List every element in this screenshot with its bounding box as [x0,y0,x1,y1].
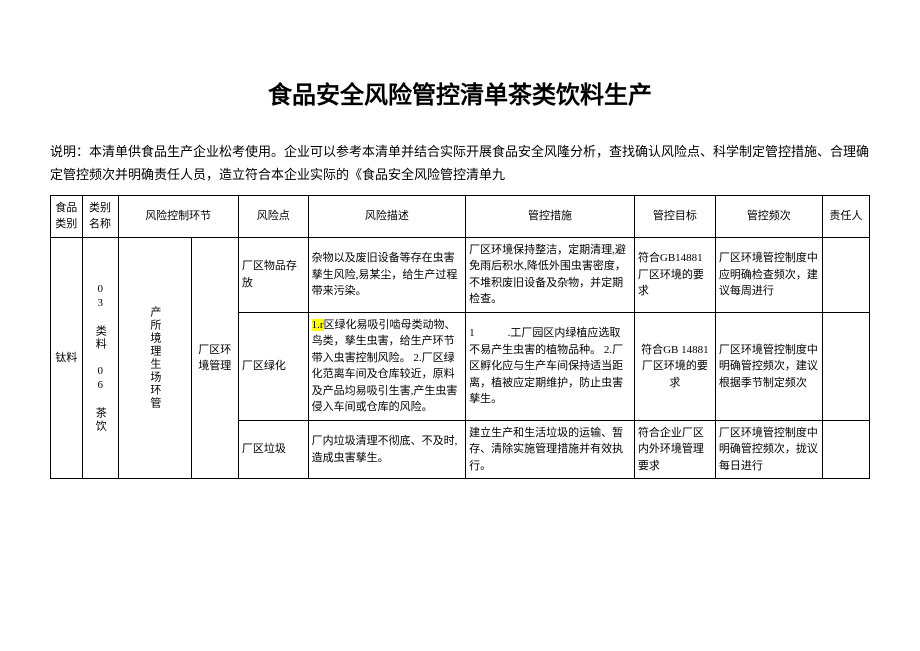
cell-risk-point: 厂区垃圾 [238,420,308,479]
description-text: 说明：本清单供食品生产企业松考使用。企业可以参考本清单并结合实际开展食品安全风隆… [50,140,870,187]
cell-risk-desc: 厂内垃圾清理不彻底、不及时,造成虫害孳生。 [308,420,466,479]
cell-responsible [822,312,869,420]
header-responsible: 责任人 [822,195,869,237]
header-food-category: 食品类别 [51,195,83,237]
cell-responsible [822,237,869,312]
cell-control-measure: 建立生产和生活垃圾的运输、暂存、清除实施管理措施并有效执行。 [466,420,635,479]
cell-control-freq: 厂区环境管控制度中明确管控频次，拢议每日进行 [715,420,822,479]
cell-risk-desc: 杂物以及废旧设备等存在虫害孳生风险,易某尘，给生产过程带来污染。 [308,237,466,312]
cell-control-target: 符合GB 14881厂区环境的要求 [634,312,715,420]
cell-control-target: 符合GB14881厂区环境的要求 [634,237,715,312]
highlight-text: 1.r [312,319,324,331]
cell-control-measure: 1 .工厂园区内绿植应选取不易产生虫害的植物品种。 2.厂区孵化应与生产车间保持… [466,312,635,420]
cell-risk-desc: 1.r区绿化易吸引啮母类动物、鸟类，孳生虫害，给生产环节带入虫害控制风险。 2.… [308,312,466,420]
cell-control-measure: 厂区环境保持整洁，定期清理,避免雨后积水,降低外围虫害密度，不堆积废旧设备及杂物… [466,237,635,312]
header-control-measure: 管控措施 [466,195,635,237]
cell-control-link-2: 厂区环境管理 [191,237,238,479]
cell-category-name: 03 类料 06 茶饮 [82,237,118,479]
cell-control-freq: 厂区环境管控制度中应明确检查频次，建议每周进行 [715,237,822,312]
table-row: 钛料 03 类料 06 茶饮 产所境理生场环管 厂区环境管理 厂区物品存放 杂物… [51,237,870,312]
cell-control-link-1: 产所境理生场环管 [118,237,191,479]
cell-risk-point: 厂区物品存放 [238,237,308,312]
header-category-name: 类别名称 [82,195,118,237]
cell-responsible [822,420,869,479]
header-control-freq: 管控频次 [715,195,822,237]
page-title: 食品安全风险管控清单茶类饮料生产 [50,75,870,110]
header-risk-point: 风险点 [238,195,308,237]
risk-control-table: 食品类别 类别名称 风险控制环节 风险点 风险描述 管控措施 管控目标 管控频次… [50,195,870,480]
cell-control-target: 符合企业厂区内外环境管理要求 [634,420,715,479]
risk-desc-text: 区绿化易吸引啮母类动物、鸟类，孳生虫害，给生产环节带入虫害控制风险。 2.厂区绿… [312,319,458,414]
header-risk-desc: 风险描述 [308,195,466,237]
cell-risk-point: 厂区绿化 [238,312,308,420]
table-header-row: 食品类别 类别名称 风险控制环节 风险点 风险描述 管控措施 管控目标 管控频次… [51,195,870,237]
header-risk-control-link: 风险控制环节 [118,195,238,237]
header-control-target: 管控目标 [634,195,715,237]
cell-food-category: 钛料 [51,237,83,479]
cell-control-freq: 厂区环境管控制度中明确管控频次，建议根据季节制定频次 [715,312,822,420]
